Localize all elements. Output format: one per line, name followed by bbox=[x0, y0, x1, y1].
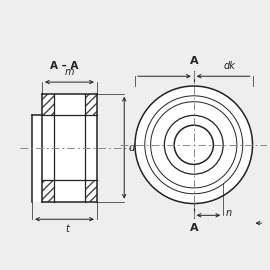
Text: n: n bbox=[226, 208, 232, 218]
Text: dk: dk bbox=[223, 61, 235, 71]
Text: m: m bbox=[65, 67, 74, 77]
Bar bbox=[42, 94, 54, 115]
Text: A: A bbox=[190, 223, 198, 233]
Bar bbox=[42, 180, 54, 202]
Text: A: A bbox=[190, 56, 198, 66]
Circle shape bbox=[151, 102, 237, 188]
Circle shape bbox=[135, 86, 252, 204]
Text: d: d bbox=[128, 143, 134, 153]
Bar bbox=[85, 180, 97, 202]
Circle shape bbox=[174, 125, 213, 164]
Circle shape bbox=[164, 115, 223, 174]
Circle shape bbox=[145, 96, 243, 194]
Text: A – A: A – A bbox=[50, 62, 79, 72]
Bar bbox=[32, 115, 42, 202]
Bar bbox=[85, 94, 97, 115]
Bar bbox=[42, 94, 97, 202]
Text: t: t bbox=[66, 224, 69, 234]
